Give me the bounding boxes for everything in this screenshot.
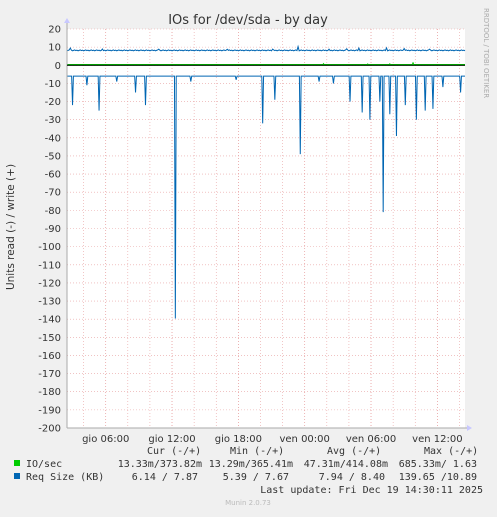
x-axis-arrow bbox=[467, 425, 472, 431]
y-axis-label: Units read (-) / write (+) bbox=[5, 164, 17, 290]
legend-min-req: 5.39 / 7.67 bbox=[223, 472, 289, 483]
y-tick-label: -110 bbox=[38, 260, 61, 271]
x-tick-labels: gio 06:00 gio 12:00 gio 18:00 ven 00:00 ven … bbox=[82, 434, 462, 445]
y-tick-label: 10 bbox=[48, 43, 61, 54]
y-tick-label: -180 bbox=[38, 387, 61, 398]
y-axis-arrow bbox=[64, 18, 70, 23]
legend-cur-io: 13.33m/373.82m bbox=[118, 459, 202, 470]
last-update: Last update: Fri Dec 19 14:30:11 2025 bbox=[260, 485, 483, 496]
legend-avg-req: 7.94 / 8.40 bbox=[319, 472, 385, 483]
x-tick-label: ven 06:00 bbox=[346, 434, 396, 445]
legend-header-min: Min (-/+) bbox=[230, 446, 284, 457]
legend-name-req: Req Size (KB) bbox=[26, 472, 104, 483]
y-tick-label: -90 bbox=[45, 224, 61, 235]
y-tick-label: -170 bbox=[38, 369, 61, 380]
x-tick-label: gio 06:00 bbox=[82, 434, 129, 445]
y-tick-label: -70 bbox=[45, 188, 61, 199]
y-tick-label: -190 bbox=[38, 405, 61, 416]
y-tick-label: -150 bbox=[38, 333, 61, 344]
y-tick-label: 20 bbox=[48, 25, 61, 36]
legend-min-io: 13.29m/365.41m bbox=[209, 459, 293, 470]
y-tick-label: -130 bbox=[38, 297, 61, 308]
legend-cur-req: 6.14 / 7.87 bbox=[132, 472, 198, 483]
y-tick-label: -50 bbox=[45, 151, 61, 162]
y-tick-label: -30 bbox=[45, 115, 61, 126]
y-tick-label: -140 bbox=[38, 315, 61, 326]
legend-avg-io: 47.31m/414.08m bbox=[304, 459, 388, 470]
legend: Cur (-/+) Min (-/+) Avg (-/+) Max (-/+) … bbox=[14, 446, 483, 507]
legend-header-cur: Cur (-/+) bbox=[147, 446, 201, 457]
io-sec-write-line bbox=[66, 62, 466, 66]
legend-header-avg: Avg (-/+) bbox=[327, 446, 381, 457]
chart-title: IOs for /dev/sda - by day bbox=[168, 13, 328, 28]
y-tick-label: -10 bbox=[45, 79, 61, 90]
y-tick-label: -20 bbox=[45, 97, 61, 108]
x-tick-label: ven 00:00 bbox=[279, 434, 329, 445]
legend-swatch-req bbox=[14, 473, 20, 479]
x-tick-label: ven 12:00 bbox=[412, 434, 462, 445]
y-tick-label: -100 bbox=[38, 242, 61, 253]
x-tick-label: gio 18:00 bbox=[215, 434, 262, 445]
req-size-write-line bbox=[66, 44, 466, 52]
y-tick-label: -120 bbox=[38, 278, 61, 289]
y-tick-label: -40 bbox=[45, 133, 61, 144]
legend-max-io: 685.33m/ 1.63 bbox=[399, 459, 477, 470]
munin-version: Munin 2.0.73 bbox=[225, 499, 271, 507]
y-tick-label: -80 bbox=[45, 206, 61, 217]
legend-header-max: Max (-/+) bbox=[424, 446, 478, 457]
y-tick-label: -160 bbox=[38, 351, 61, 362]
y-tick-label: 0 bbox=[55, 61, 61, 72]
req-size-read-line bbox=[66, 75, 466, 319]
axes bbox=[64, 18, 472, 431]
y-tick-labels: 20 10 0 -10 -20 -30 -40 -50 -60 -70 -80 -90 -100 -110… bbox=[38, 25, 61, 435]
y-tick-label: -60 bbox=[45, 170, 61, 181]
legend-max-req: 139.65 /10.89 bbox=[399, 472, 477, 483]
y-tick-label: -200 bbox=[38, 424, 61, 435]
x-tick-label: gio 12:00 bbox=[148, 434, 195, 445]
grid bbox=[67, 28, 465, 429]
rrdtool-credit: RRDTOOL / TOBI OETIKER bbox=[482, 8, 490, 98]
legend-name-io: IO/sec bbox=[26, 459, 62, 470]
legend-swatch-io bbox=[14, 460, 20, 466]
